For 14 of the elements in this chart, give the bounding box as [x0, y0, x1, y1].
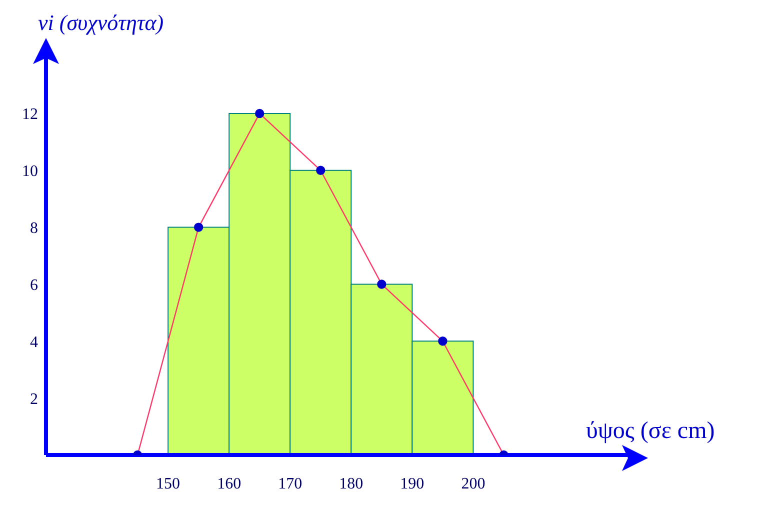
x-tick-label: 190	[400, 475, 424, 492]
y-tick-label: 2	[30, 390, 38, 408]
y-tick-label: 8	[30, 220, 38, 237]
y-axis-title: νi (συχνότητα)	[38, 10, 164, 36]
y-tick-label: 12	[22, 106, 38, 124]
x-tick-label: 180	[339, 475, 364, 492]
x-tick-label: 150	[156, 475, 180, 492]
x-tick-label: 170	[278, 475, 302, 492]
y-tick-label: 4	[30, 334, 38, 351]
x-tick-label: 200	[461, 475, 486, 492]
y-tick-label: 6	[30, 276, 38, 294]
x-axis-title: ύψος (σε cm)	[586, 418, 715, 445]
y-tick-label: 10	[22, 163, 38, 180]
x-tick-label: 160	[217, 475, 242, 492]
